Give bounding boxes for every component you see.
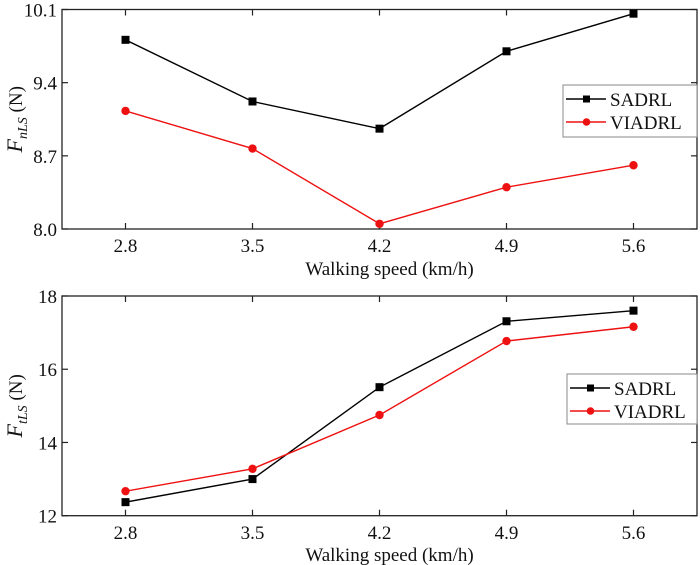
series-sadrl	[121, 306, 638, 507]
y-tick-label: 16	[38, 360, 57, 381]
legend-marker-square	[583, 95, 590, 103]
x-tick-label: 2.8	[114, 236, 138, 257]
legend-marker-circle	[582, 118, 591, 126]
x-tick-label: 5.6	[622, 236, 646, 257]
legend-label: VIADRL	[614, 402, 686, 423]
x-tick-label: 4.9	[495, 236, 519, 257]
legend-box	[566, 373, 698, 425]
series-sadrl	[121, 9, 638, 133]
data-point-square	[121, 35, 130, 44]
data-point-circle	[121, 106, 130, 116]
legend-label: SADRL	[614, 379, 676, 400]
data-point-circle	[248, 464, 257, 474]
y-axis-title-main: F	[2, 423, 27, 438]
y-tick-label: 10.1	[24, 1, 57, 22]
data-point-circle	[502, 182, 511, 192]
data-point-circle	[629, 161, 638, 170]
y-tick-label: 8.0	[33, 220, 57, 241]
legend-marker-circle	[586, 407, 595, 415]
x-tick-label: 4.2	[368, 236, 392, 257]
legend-marker-square	[587, 384, 594, 392]
data-point-circle	[375, 219, 384, 228]
legend-label: VIADRL	[610, 113, 682, 134]
data-point-circle	[375, 410, 384, 420]
data-point-circle	[121, 486, 130, 496]
legend-label: SADRL	[610, 90, 672, 111]
x-tick-label: 5.6	[622, 523, 646, 544]
x-tick-label: 3.5	[241, 236, 265, 257]
series-line	[125, 13, 634, 130]
chart-panel-2: 2.8 3.5 4.2 4.9 5.6 12 14 16 18 Walking speed (km…	[2, 287, 698, 565]
y-axis-title-subscript: tLS	[16, 405, 31, 424]
data-point-square	[248, 97, 257, 106]
data-point-square	[502, 317, 511, 326]
series-viadrl	[121, 322, 638, 496]
y-axis-title-unit: (N)	[6, 374, 27, 405]
y-axis-title: FtLS (N)	[2, 374, 31, 438]
data-point-circle	[629, 322, 638, 331]
y-axis-title: FnLS (N)	[2, 86, 31, 153]
x-tick-label: 4.9	[495, 523, 519, 544]
data-point-circle	[502, 336, 511, 346]
series-viadrl	[121, 106, 638, 228]
y-tick-label: 18	[38, 287, 57, 308]
legend-box	[562, 84, 698, 138]
y-tick-label: 14	[38, 433, 58, 454]
x-tick-label: 4.2	[368, 523, 392, 544]
x-tick-label: 3.5	[241, 523, 265, 544]
data-point-square	[629, 306, 638, 315]
y-tick-label: 8.7	[33, 147, 57, 168]
series-line	[125, 326, 634, 492]
x-tick-label: 2.8	[114, 523, 138, 544]
y-axis-title-subscript: nLS	[16, 117, 31, 139]
y-tick-label: 9.4	[33, 74, 57, 95]
data-point-square	[248, 475, 257, 484]
y-axis-title-main: F	[2, 138, 27, 153]
series-line	[125, 309, 634, 503]
x-axis-title: Walking speed (km/h)	[305, 259, 473, 280]
y-axis-title-unit: (N)	[6, 86, 27, 117]
data-point-square	[375, 383, 384, 392]
y-tick-label: 12	[38, 507, 57, 528]
data-point-square	[375, 124, 384, 133]
data-point-square	[121, 498, 130, 507]
chart-panel-1: 2.8 3.5 4.2 4.9 5.6 8.0 8.7 9.4 10.1 Walking spee…	[2, 1, 698, 280]
x-axis-title: Walking speed (km/h)	[305, 545, 473, 565]
data-point-square	[502, 47, 511, 56]
data-point-circle	[248, 144, 257, 153]
data-point-square	[629, 9, 638, 18]
